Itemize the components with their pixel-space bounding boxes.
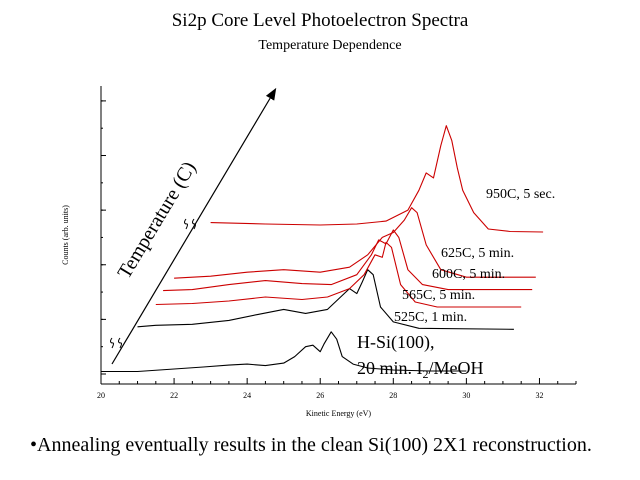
axis-break-mark — [184, 218, 188, 230]
axis-break-mark — [110, 337, 114, 349]
footer-note: •Annealing eventually results in the cle… — [30, 434, 592, 456]
temperature-arrow — [111, 87, 277, 365]
y-axis-label: Counts (arb. units) — [61, 205, 70, 265]
series-line-0 — [101, 331, 467, 373]
series-line-4 — [174, 207, 536, 279]
x-tick-label: 30 — [462, 391, 470, 400]
temperature-axis-label: Temperature (C) — [113, 158, 200, 283]
series-labels: 525C, 1 min. 565C, 5 min. 600C, 5 min. 625C… — [357, 187, 555, 381]
temperature-annotation: Temperature (C) — [110, 87, 277, 365]
axis-break-mark — [192, 218, 196, 230]
x-axis-label: Kinetic Energy (eV) — [306, 409, 371, 418]
series-label-4: 625C, 5 min. — [441, 246, 514, 261]
series-label-5: 950C, 5 sec. — [486, 187, 555, 202]
series-line-5 — [210, 125, 544, 233]
x-tick-label: 28 — [389, 391, 397, 400]
series-label-0: H-Si(100), — [357, 332, 435, 353]
series-label-3: 600C, 5 min. — [432, 267, 505, 282]
series-label-0-line2: 20 min. I2/MeOH — [357, 358, 484, 381]
series-label-1: 525C, 1 min. — [394, 310, 467, 325]
axis-ticks: 20 22 24 26 28 30 32 — [97, 100, 577, 400]
x-tick-label: 32 — [535, 391, 543, 400]
series-group — [101, 125, 544, 373]
series-label-2: 565C, 5 min. — [402, 288, 475, 303]
x-tick-label: 26 — [316, 391, 324, 400]
x-tick-label: 22 — [170, 391, 178, 400]
chart-subtitle: Temperature Dependence — [258, 38, 402, 53]
x-tick-label: 20 — [97, 391, 105, 400]
chart-title: Si2p Core Level Photoelectron Spectra — [171, 10, 469, 31]
axis-break-mark — [118, 337, 122, 349]
series-line-2 — [155, 241, 522, 308]
x-tick-label: 24 — [243, 391, 251, 400]
series-line-1 — [137, 269, 514, 330]
series-line-3 — [163, 229, 533, 292]
